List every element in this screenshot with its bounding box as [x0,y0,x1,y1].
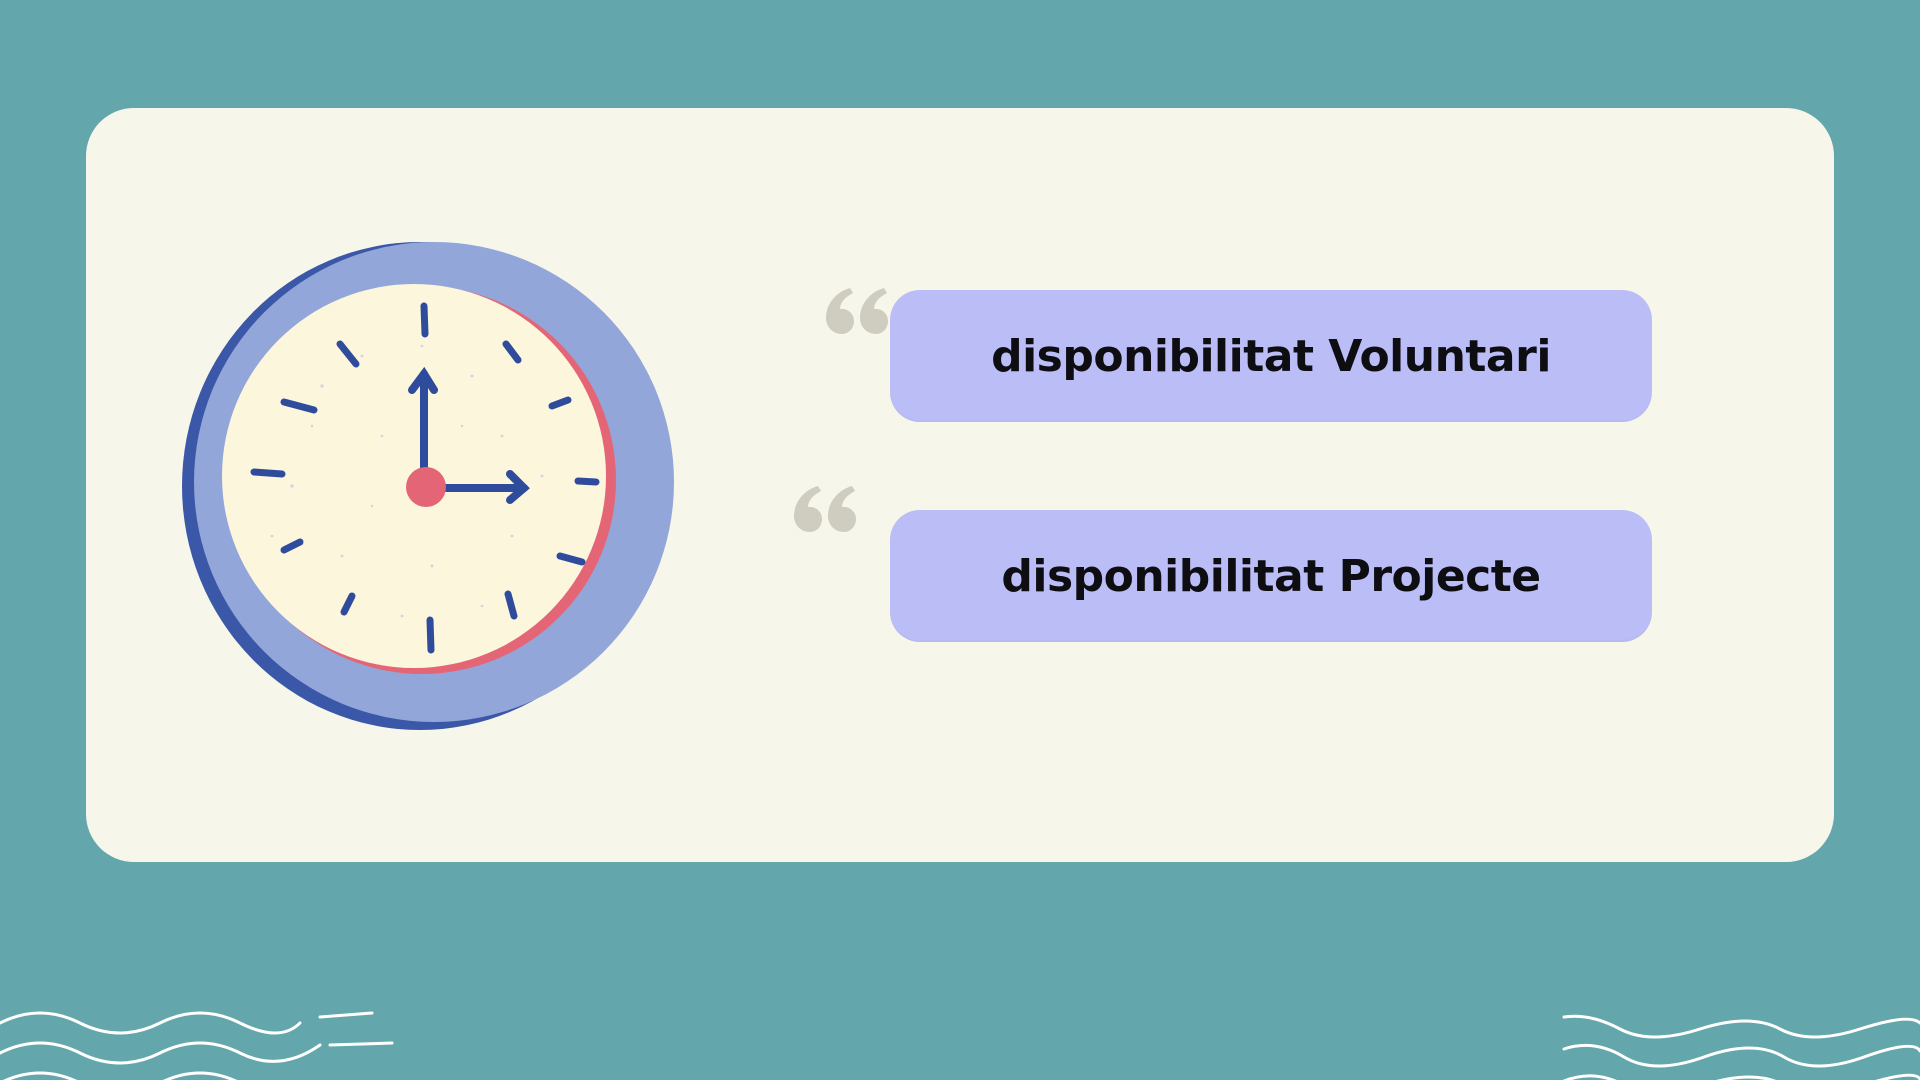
label-pill-project: disponibilitat Projecte [890,510,1652,642]
quote-open-icon [794,486,856,532]
wall-clock-icon [182,242,674,730]
wave-decoration-left [0,1011,394,1080]
label-project-availability: disponibilitat Projecte [1001,550,1541,602]
label-pill-volunteer: disponibilitat Voluntari [890,290,1652,422]
wave-decoration-right [1562,1014,1920,1080]
quote-open-icon [826,288,888,334]
label-volunteer-availability: disponibilitat Voluntari [991,330,1551,382]
